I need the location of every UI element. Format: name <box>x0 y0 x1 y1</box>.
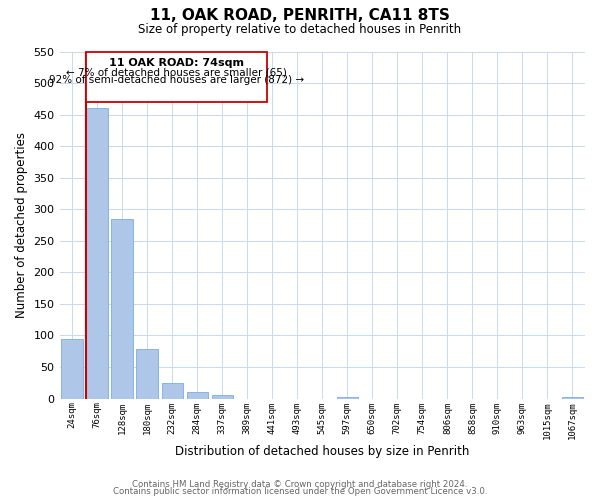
Y-axis label: Number of detached properties: Number of detached properties <box>15 132 28 318</box>
Bar <box>337 396 358 398</box>
Text: 11 OAK ROAD: 74sqm: 11 OAK ROAD: 74sqm <box>109 58 244 68</box>
Bar <box>136 350 158 399</box>
X-axis label: Distribution of detached houses by size in Penrith: Distribution of detached houses by size … <box>175 444 469 458</box>
Bar <box>212 396 233 398</box>
Bar <box>187 392 208 398</box>
Bar <box>61 338 83 398</box>
Text: Contains public sector information licensed under the Open Government Licence v3: Contains public sector information licen… <box>113 487 487 496</box>
Text: ← 7% of detached houses are smaller (65): ← 7% of detached houses are smaller (65) <box>67 68 287 78</box>
FancyBboxPatch shape <box>86 52 267 102</box>
Text: 92% of semi-detached houses are larger (872) →: 92% of semi-detached houses are larger (… <box>49 76 304 86</box>
Bar <box>112 218 133 398</box>
Bar <box>161 383 183 398</box>
Text: Size of property relative to detached houses in Penrith: Size of property relative to detached ho… <box>139 22 461 36</box>
Bar <box>86 108 108 399</box>
Text: 11, OAK ROAD, PENRITH, CA11 8TS: 11, OAK ROAD, PENRITH, CA11 8TS <box>150 8 450 22</box>
Text: Contains HM Land Registry data © Crown copyright and database right 2024.: Contains HM Land Registry data © Crown c… <box>132 480 468 489</box>
Bar <box>562 396 583 398</box>
